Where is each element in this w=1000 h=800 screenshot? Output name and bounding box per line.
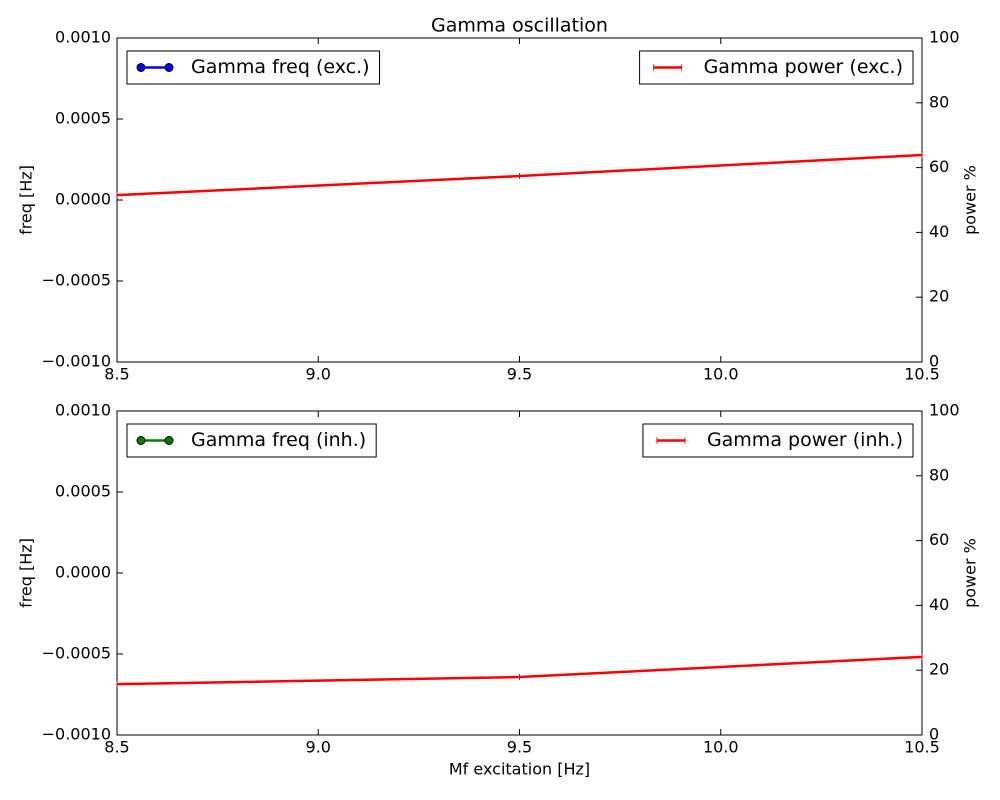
series-line: [116, 655, 923, 686]
legend-marker: [136, 63, 146, 72]
y2-tick-label: 80: [929, 92, 949, 111]
legend-label: Gamma power (inh.): [707, 429, 903, 451]
y-tick-label: 0.0010: [55, 28, 111, 47]
x-tick-label: 9.5: [507, 738, 532, 757]
y-tick-label: 0.0005: [55, 109, 111, 128]
y2-tick-label: 0: [929, 352, 939, 371]
y2-tick-label: 100: [929, 28, 960, 47]
y2-tick-label: 60: [929, 530, 949, 549]
y-tick-label: −0.0010: [42, 352, 111, 371]
legend-marker: [136, 436, 146, 445]
y2-tick-label: 20: [929, 660, 949, 679]
x-tick-label: 10.0: [703, 738, 739, 757]
y2-tick-label: 60: [929, 157, 949, 176]
x-tick-label: 8.5: [104, 365, 129, 384]
x-tick-label: 9.0: [306, 738, 331, 757]
y-tick-label: −0.0005: [42, 271, 111, 290]
x-tick-label: 10.5: [904, 365, 940, 384]
legend-label: Gamma freq (inh.): [191, 429, 366, 451]
x-tick-label: 10.5: [904, 738, 940, 757]
legend-label: Gamma power (exc.): [704, 56, 903, 78]
x-tick-label: 8.5: [104, 738, 129, 757]
y-tick-label: 0.0000: [55, 190, 111, 209]
x-tick-label: 10.0: [703, 365, 739, 384]
y2-tick-label: 20: [929, 287, 949, 306]
x-tick-label: 9.5: [507, 365, 532, 384]
y-tick-label: 0.0005: [55, 482, 111, 501]
y2-axis-label: power %: [961, 165, 980, 235]
y-axis-label: freq [Hz]: [17, 538, 36, 608]
y2-tick-label: 80: [929, 465, 949, 484]
y2-axis-label: power %: [961, 538, 980, 608]
y-axis-label: freq [Hz]: [17, 165, 36, 235]
y2-tick-label: 0: [929, 725, 939, 744]
x-axis-label: Mf excitation [Hz]: [449, 760, 590, 779]
y2-tick-label: 40: [929, 222, 949, 241]
plot-frame: [116, 410, 923, 736]
legend-marker: [164, 63, 174, 72]
legend-box: [639, 50, 914, 85]
chart-title: Gamma oscillation: [431, 15, 608, 37]
legend-box: [642, 423, 914, 458]
y-tick-label: −0.0005: [42, 644, 111, 663]
y2-tick-label: 100: [929, 401, 960, 420]
y-tick-label: 0.0000: [55, 563, 111, 582]
y-tick-label: 0.0010: [55, 401, 111, 420]
plot-frame: [116, 37, 923, 363]
legend-label: Gamma freq (exc.): [191, 56, 370, 78]
y2-tick-label: 40: [929, 595, 949, 614]
legend-marker: [164, 436, 174, 445]
y-tick-label: −0.0010: [42, 725, 111, 744]
x-tick-label: 9.0: [306, 365, 331, 384]
